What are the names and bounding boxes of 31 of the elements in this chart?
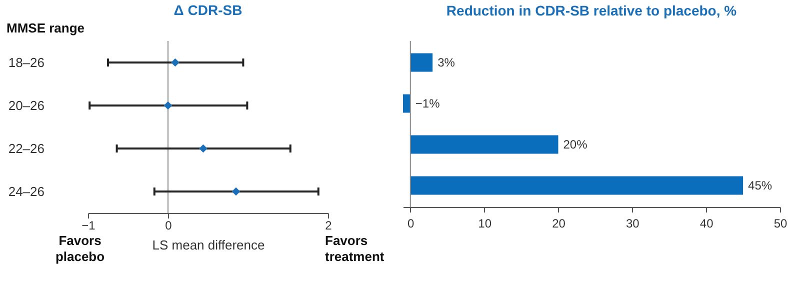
text: Favors treatment: [325, 233, 385, 264]
y-tick-label: 18–26: [8, 55, 44, 70]
x-tick-label: 40: [700, 216, 714, 230]
bar: [403, 94, 410, 113]
x-tick-label: 30: [626, 216, 640, 230]
data-label: 20%: [563, 137, 588, 152]
x-tick-label: 10: [478, 216, 492, 230]
y-tick-label: 20–26: [8, 98, 44, 113]
y-axis-title: MMSE range: [6, 20, 85, 36]
text: Favors placebo: [55, 233, 105, 264]
bar: [410, 53, 433, 72]
x-tick-label: 2: [325, 218, 332, 232]
x-tick-label: 50: [774, 216, 788, 230]
bar: [410, 135, 558, 154]
y-tick-label: 24–26: [8, 184, 44, 199]
point: [164, 101, 172, 110]
y-tick-label: 22–26: [8, 141, 44, 156]
x-tick-label: 20: [552, 216, 566, 230]
x-axis-title: LS mean difference: [152, 238, 265, 252]
data-label: 45%: [748, 178, 772, 192]
point: [171, 58, 180, 67]
bar: [410, 176, 744, 195]
data-label: 3%: [438, 56, 456, 70]
point: [199, 144, 208, 153]
x-tick-label: 0: [408, 216, 415, 230]
x-tick-label: 0: [165, 218, 172, 232]
point: [232, 187, 240, 196]
data-label: −1%: [415, 96, 440, 111]
x-tick-label: −1: [82, 218, 96, 232]
chart-title: Reduction in CDR-SB relative to placebo, %: [446, 2, 738, 18]
chart-title: Δ CDR-SB: [174, 2, 242, 18]
